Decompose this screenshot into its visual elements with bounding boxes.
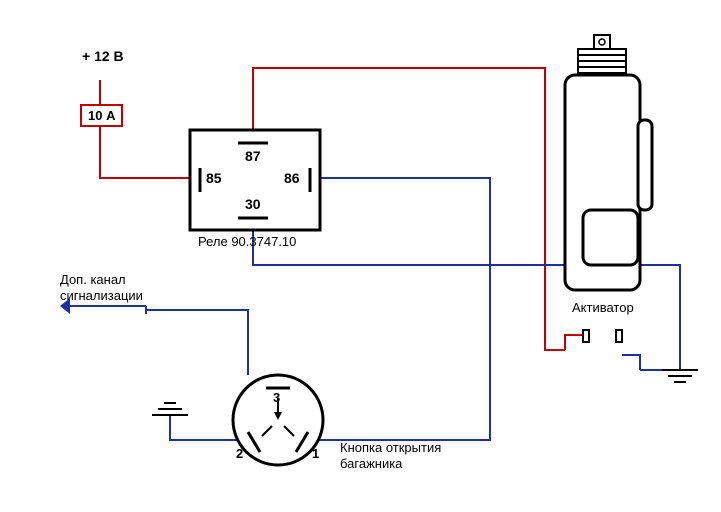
pin-85: 85 bbox=[206, 170, 222, 186]
ground-right bbox=[662, 370, 698, 382]
power-wires bbox=[100, 68, 583, 350]
alarm-channel-l1: Доп. канал bbox=[60, 272, 126, 287]
btn-pin-3: 3 bbox=[273, 390, 280, 405]
button-label-l1: Кнопка открытия bbox=[340, 440, 441, 455]
fuse: 10 А bbox=[80, 104, 123, 127]
ground-left bbox=[152, 403, 188, 415]
btn-pin-2: 2 bbox=[236, 446, 243, 461]
pin-86: 86 bbox=[284, 170, 300, 186]
fuse-label: 10 А bbox=[88, 108, 115, 123]
btn-pin-1: 1 bbox=[312, 446, 319, 461]
button-label-l2: багажника bbox=[340, 456, 402, 471]
relay-model-label: Реле 90.3747.10 bbox=[198, 234, 296, 249]
pin-30: 30 bbox=[245, 196, 261, 212]
alarm-channel-l2: сигнализации bbox=[60, 288, 143, 303]
actuator-label: Активатор bbox=[572, 300, 634, 315]
trunk-button bbox=[233, 375, 323, 465]
voltage-label: + 12 В bbox=[82, 48, 124, 64]
pin-87: 87 bbox=[245, 148, 261, 164]
circuit-diagram bbox=[0, 0, 721, 512]
actuator bbox=[565, 35, 652, 342]
